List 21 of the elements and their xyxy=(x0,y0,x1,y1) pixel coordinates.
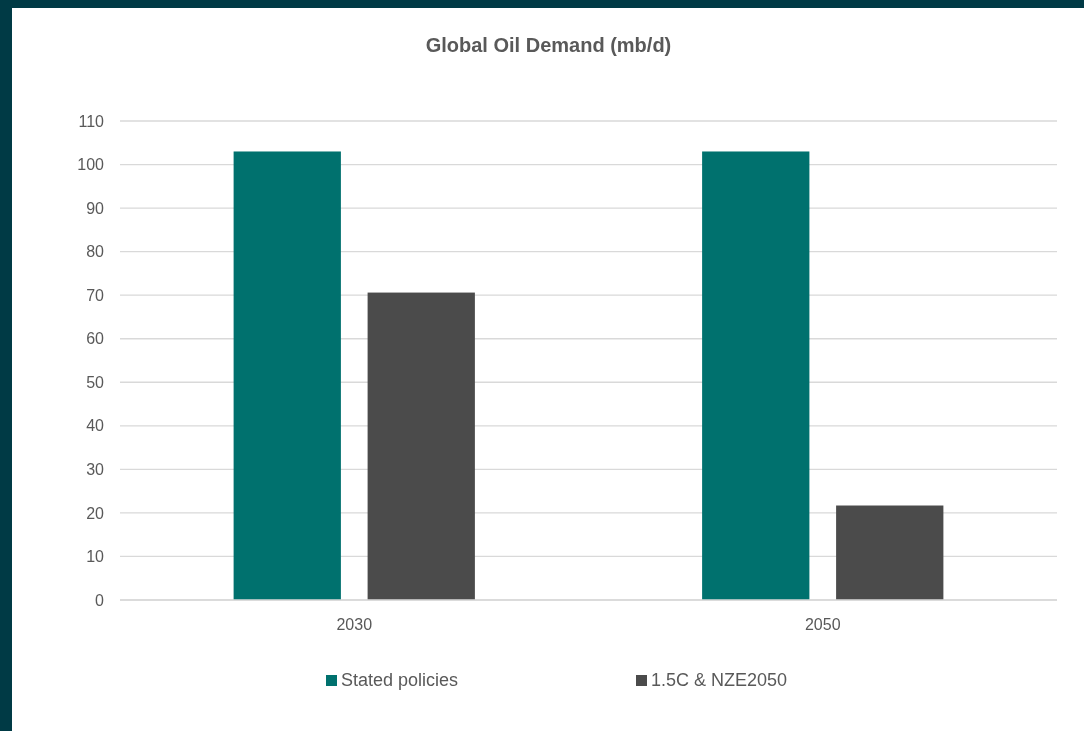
y-tick-label: 40 xyxy=(86,417,105,435)
y-tick-label: 80 xyxy=(86,243,105,261)
y-tick-label: 50 xyxy=(86,373,105,391)
y-tick-label: 60 xyxy=(86,330,105,348)
y-tick-label: 20 xyxy=(86,504,105,522)
y-tick-label: 100 xyxy=(77,156,105,174)
y-tick-label: 30 xyxy=(86,460,105,478)
legend-label: Stated policies xyxy=(341,669,459,690)
y-tick-label: 0 xyxy=(95,591,105,609)
legend-label: 1.5C & NZE2050 xyxy=(651,669,788,690)
bar xyxy=(836,505,944,600)
y-tick-label: 10 xyxy=(86,548,105,566)
x-tick-label: 2050 xyxy=(804,616,841,633)
y-tick-label: 90 xyxy=(86,199,105,217)
bar xyxy=(367,292,475,600)
chart-title: Global Oil Demand (mb/d) xyxy=(425,34,672,56)
y-tick-label: 110 xyxy=(78,112,105,130)
x-tick-label: 2030 xyxy=(336,616,373,633)
y-tick-label: 70 xyxy=(86,286,105,304)
bar xyxy=(233,151,341,600)
bar xyxy=(702,151,810,600)
